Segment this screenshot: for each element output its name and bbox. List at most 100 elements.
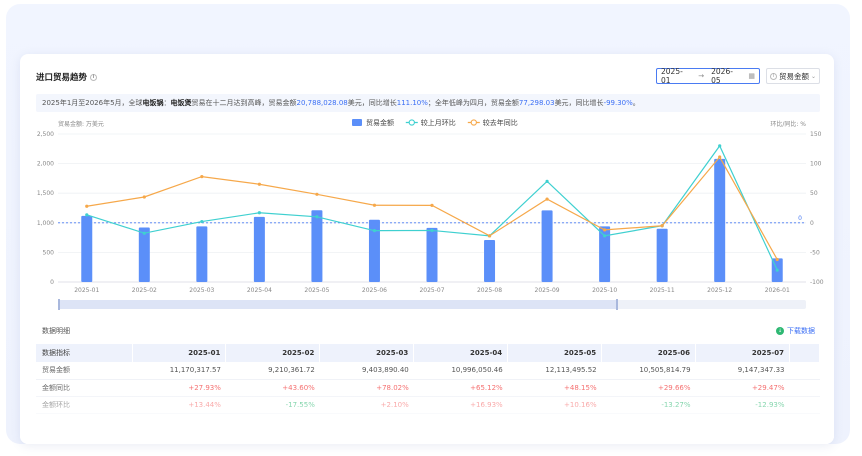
bar: [541, 210, 553, 282]
zoom-slider-window: [58, 300, 618, 309]
table-header-row: 数据指标 2025-01 2025-02 2025-03 2025-04 2025-05 2…: [36, 344, 820, 362]
table-cell: +27.93%: [132, 379, 226, 397]
bar: [426, 227, 438, 282]
series-point: [142, 195, 146, 199]
summary-low-growth: -99.30%: [603, 99, 633, 107]
y-tick-label: 500: [43, 249, 55, 256]
x-tick-label: 2025-02: [132, 287, 157, 294]
summary-peak-value: 20,788,028.08: [296, 99, 348, 107]
bar: [81, 215, 93, 282]
series-point: [718, 155, 722, 159]
series-point: [775, 268, 779, 272]
series-point: [660, 224, 664, 228]
metric-select[interactable]: i 贸易金额 ⌄: [766, 68, 820, 84]
table-row-label: 金额同比: [36, 379, 132, 397]
bar: [656, 228, 668, 282]
card-title-text: 进口贸易趋势: [36, 73, 88, 83]
x-tick-label: 2025-01: [74, 287, 99, 294]
legend-label: 较去年同比: [483, 118, 518, 127]
summary-p3: ：: [163, 99, 171, 107]
zoom-slider-handle-left: [58, 299, 60, 310]
summary-p13: 。: [632, 99, 640, 107]
summary-p5: 贸易在十二月达到高峰，贸易金额: [191, 99, 297, 107]
series-point: [372, 229, 377, 233]
date-end[interactable]: 2026-05: [711, 67, 733, 85]
download-label: 下载数据: [787, 327, 815, 335]
summary-p1: 2025年1月至2026年5月，全球: [42, 99, 143, 107]
x-tick-label: 2025-05: [304, 287, 329, 294]
legend-swatch: [352, 119, 362, 126]
date-range-picker[interactable]: 2025-01 → 2026-05 ▦: [656, 67, 760, 85]
download-button[interactable]: ↓ 下载数据: [776, 326, 815, 336]
series-point: [257, 182, 261, 186]
y2-tick-label: -100: [810, 279, 824, 286]
table-cell: +29.47%: [695, 379, 790, 397]
table-cell: 10,505,814.79: [601, 362, 696, 380]
info-icon[interactable]: i: [90, 73, 98, 81]
y-tick-label: 2,500: [37, 131, 54, 138]
table-header-month: 2025-07: [695, 344, 790, 362]
y-tick-label: 2,000: [37, 161, 54, 168]
chevron-down-icon: ⌄: [810, 72, 817, 80]
series-point: [315, 215, 319, 219]
bar: [311, 210, 323, 282]
series-point: [718, 144, 722, 148]
table-header-month: 2025-06: [601, 344, 697, 362]
series-point: [85, 204, 89, 208]
x-tick-label: 2025-12: [707, 287, 732, 294]
trade-chart: 贸易金额: 万美元 环比/同比: %05001,0001,5002,0002,50…: [37, 118, 824, 310]
legend-swatch-marker: [470, 119, 477, 126]
table-cell: +78.02%: [319, 379, 414, 397]
date-start[interactable]: 2025-01: [661, 67, 683, 85]
table-row-label: 金额环比: [36, 396, 132, 414]
x-tick-label: 2025-03: [189, 287, 214, 294]
table-cell: 9,403,890.40: [319, 362, 414, 380]
y-tick-label: 1,500: [37, 190, 54, 197]
table-row: 贸易金额 11,170,317.57 9,210,361.72 9,403,890.4…: [36, 362, 820, 380]
table-cell: +13.44%: [132, 396, 226, 414]
x-tick-label: 2025-11: [650, 287, 675, 294]
table-cell: -12.93%: [695, 396, 790, 414]
y2-axis-title: 环比/同比: %: [770, 120, 806, 128]
table-cell: +48.15%: [507, 379, 602, 397]
summary-low-value: 77,298.03: [518, 99, 555, 107]
table-header-month: 2025-05: [507, 344, 603, 362]
table-row: 金额环比 +13.44% -17.55% +2.10% +16.93% +10.16% -1…: [36, 396, 820, 414]
table-cell: 9,147,347.33: [695, 362, 790, 380]
section-title: 数据明细: [42, 327, 70, 335]
summary-p2: 电饭锅: [142, 99, 164, 107]
table-cell: -17.55%: [225, 396, 320, 414]
legend-label: 贸易金额: [366, 118, 394, 127]
series-point: [545, 197, 549, 201]
series-point: [487, 234, 492, 238]
table-cell: +16.93%: [413, 396, 508, 414]
summary-p7: 美元，同比增长: [347, 99, 397, 107]
series-point: [142, 231, 146, 235]
table-cell: +10.16%: [507, 396, 602, 414]
series-point: [430, 203, 434, 207]
metric-info-icon: i: [770, 72, 777, 80]
legend-label: 较上月环比: [421, 118, 456, 127]
bar: [599, 226, 611, 282]
summary-p11: 美元，同比增长: [554, 99, 604, 107]
series-point: [545, 179, 549, 183]
legend-swatch-marker: [408, 119, 415, 126]
table-header-metric: 数据指标: [36, 344, 133, 362]
series-point: [775, 257, 779, 262]
y2-tick-label: 0: [810, 220, 814, 227]
table-cell: -13.27%: [601, 396, 696, 414]
table-header-spacer: [789, 344, 820, 362]
summary-peak-growth: 111.10%: [396, 99, 428, 107]
download-icon: ↓: [776, 327, 784, 335]
series-point: [603, 228, 607, 232]
table-cell: +29.66%: [601, 379, 696, 397]
series-point: [315, 192, 319, 196]
series-point: [200, 219, 204, 224]
table-cell: +2.10%: [319, 396, 414, 414]
table-cell: 11,170,317.57: [132, 362, 226, 380]
table-cell: 9,210,361.72: [225, 362, 320, 380]
bar: [138, 227, 150, 282]
calendar-icon[interactable]: ▦: [748, 72, 755, 80]
table-cell: +43.60%: [225, 379, 320, 397]
series-point: [200, 175, 204, 179]
